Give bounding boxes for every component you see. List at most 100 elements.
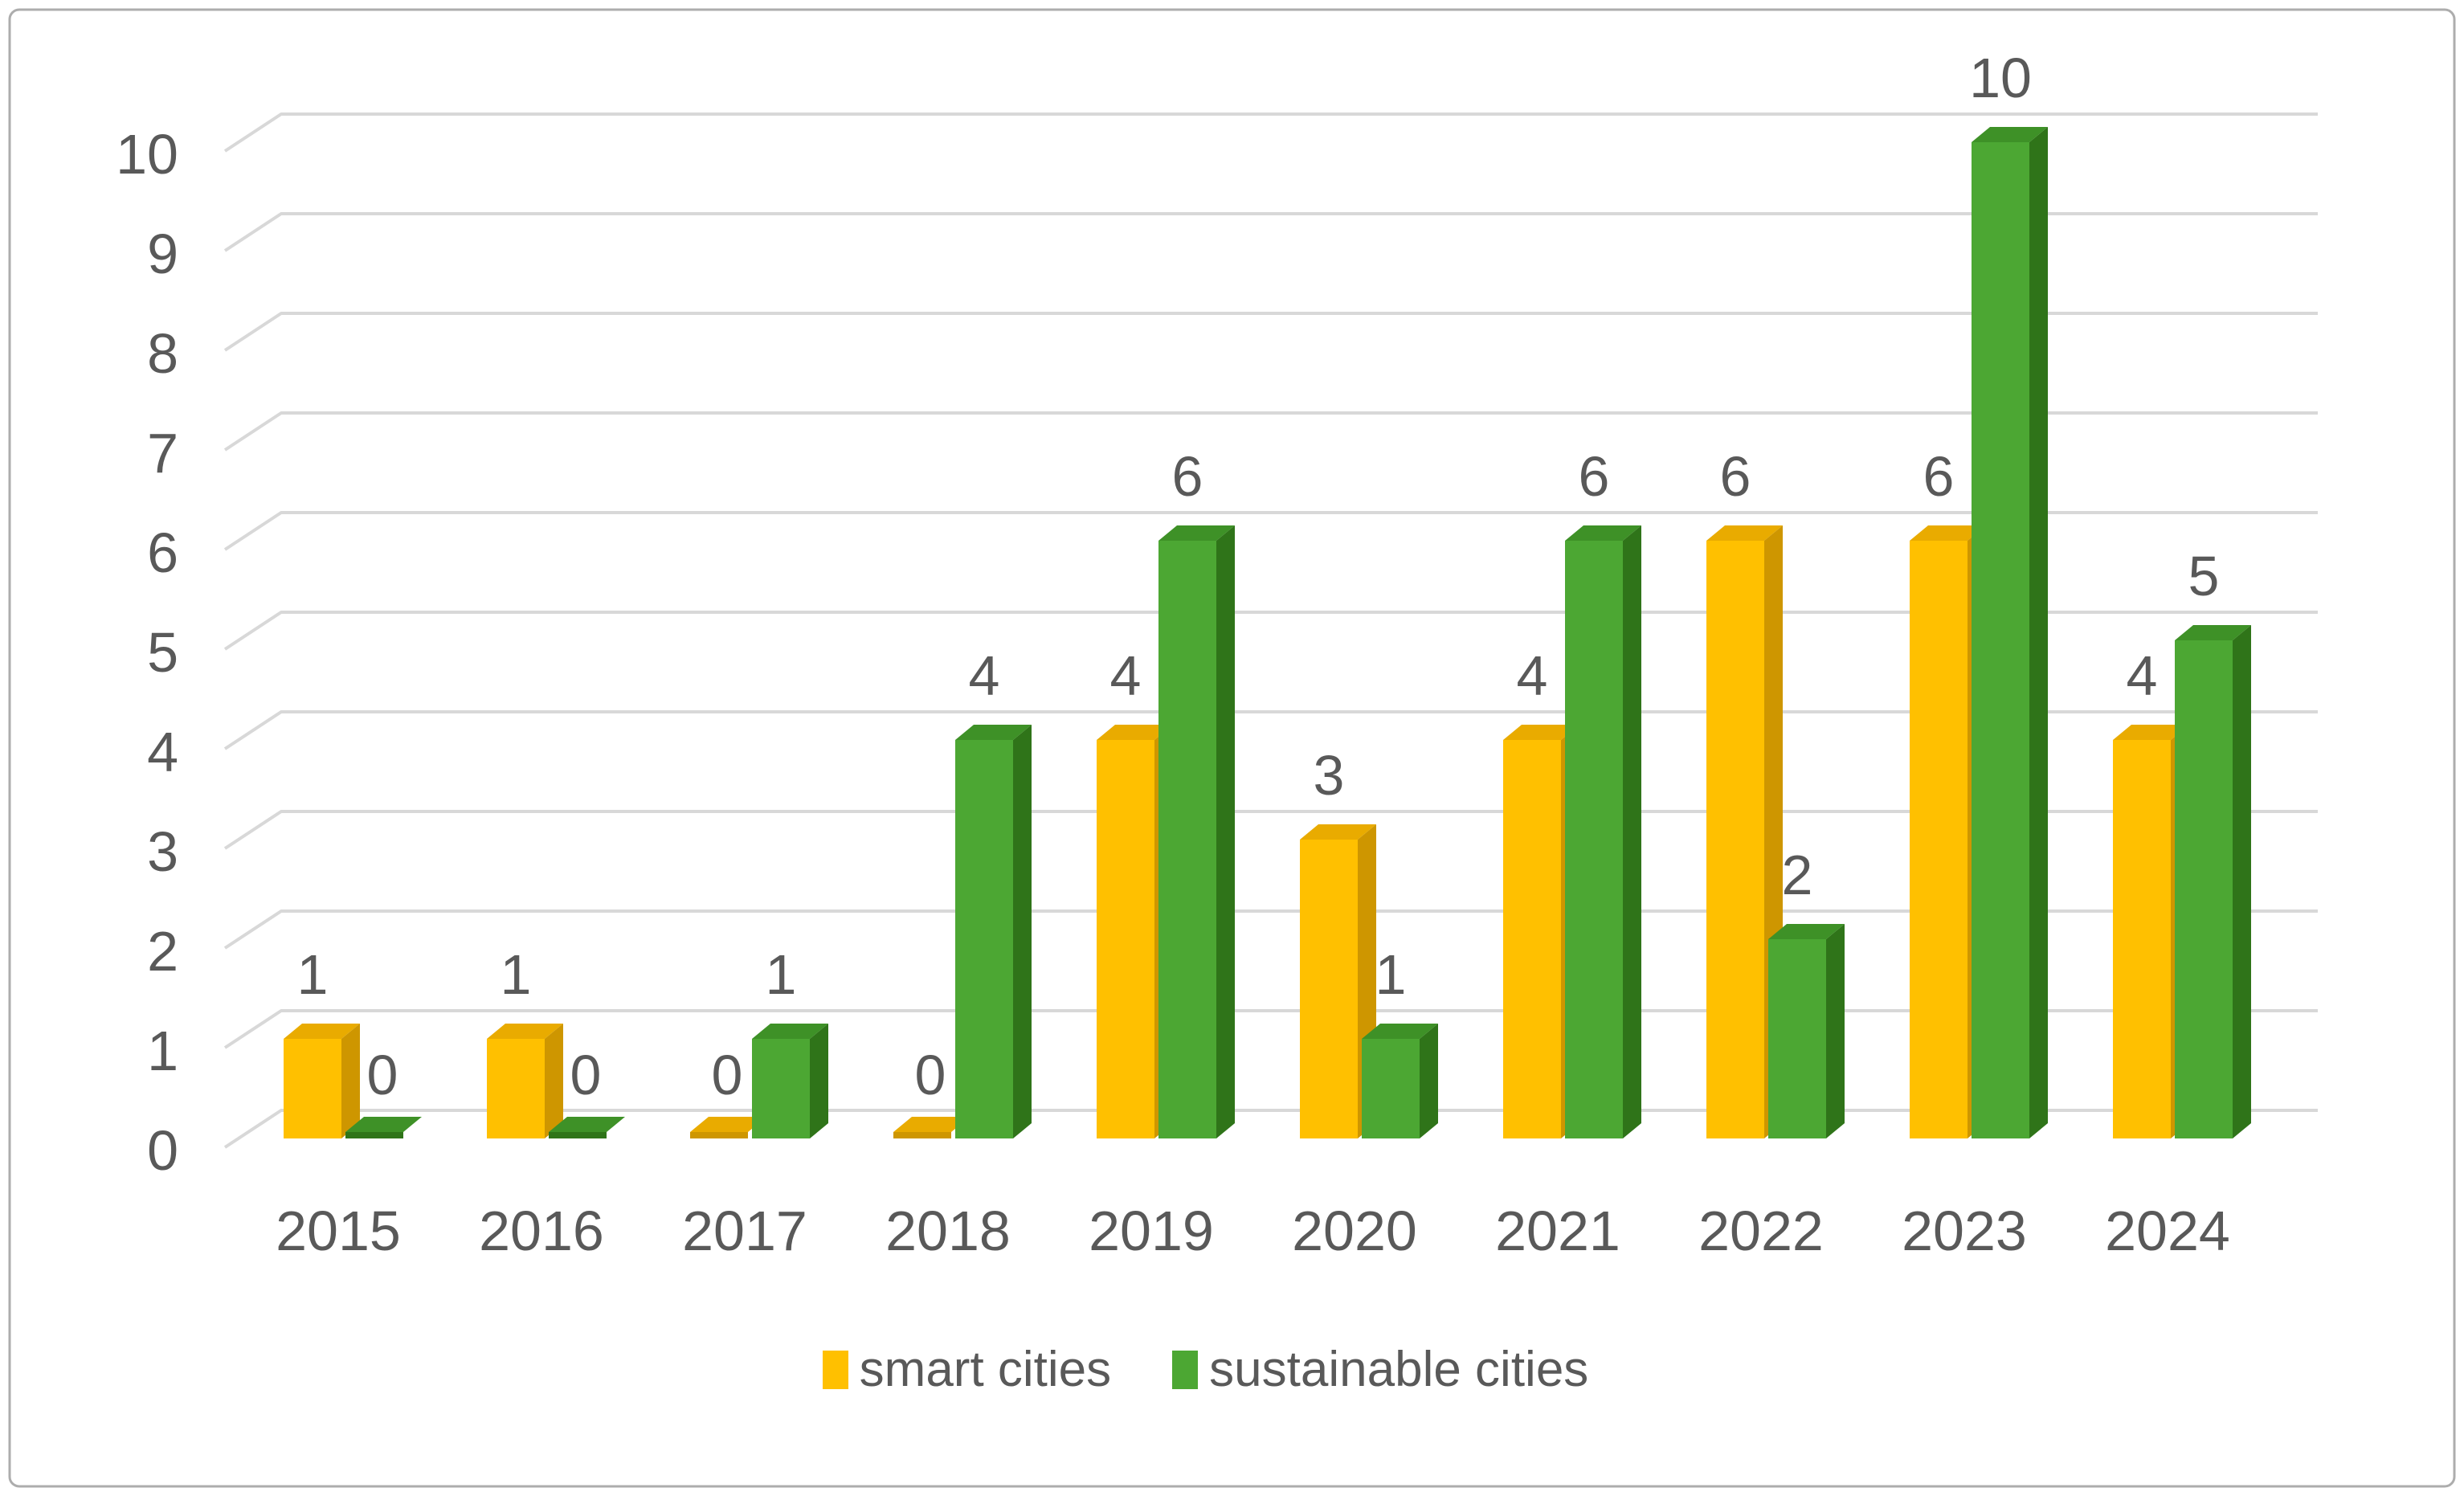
bar-side-face xyxy=(341,1024,360,1138)
bar-sustainable-cities-2017 xyxy=(752,1024,828,1138)
y-tick-label-3: 3 xyxy=(147,820,178,883)
bar-front-face xyxy=(1503,740,1561,1138)
bar-top-face xyxy=(1362,1024,1438,1039)
y-tick-label-6: 6 xyxy=(147,521,178,584)
bar-smart-cities-2022 xyxy=(1706,525,1783,1138)
bar-top-face xyxy=(1158,525,1235,541)
bar-smart-cities-2015 xyxy=(284,1024,360,1138)
x-axis-label-2020: 2020 xyxy=(1292,1200,1417,1262)
bar-side-face xyxy=(2029,127,2048,1138)
data-label-smart-cities-2023: 6 xyxy=(1923,445,1955,508)
bar-sustainable-cities-2023 xyxy=(1972,127,2048,1138)
y-tick-label-8: 8 xyxy=(147,322,178,385)
bar-sustainable-cities-2019 xyxy=(1158,525,1235,1138)
bar-zero-pad-front xyxy=(893,1132,951,1138)
labels-group: 0123456789101020151020160120170420184620… xyxy=(116,47,2230,1262)
bar-sustainable-cities-2015 xyxy=(345,1117,422,1138)
bar-top-face xyxy=(487,1024,563,1039)
bar-smart-cities-2018 xyxy=(893,1117,970,1138)
data-label-sustainable-cities-2022: 2 xyxy=(1782,844,1813,906)
bar-top-face xyxy=(1300,824,1376,840)
y-tick-label-4: 4 xyxy=(147,721,178,783)
legend-item-sustainable-cities: sustainable cities xyxy=(1172,1345,1588,1395)
bar-top-face xyxy=(752,1024,828,1039)
data-label-smart-cities-2022: 6 xyxy=(1720,445,1751,508)
bar-top-face xyxy=(1910,525,1986,541)
data-label-smart-cities-2021: 4 xyxy=(1517,644,1548,707)
bars-group xyxy=(284,127,2251,1138)
bar-top-face xyxy=(1097,725,1173,740)
x-axis-label-2019: 2019 xyxy=(1089,1200,1214,1262)
bar-zero-pad-top xyxy=(549,1117,625,1132)
x-axis-label-2022: 2022 xyxy=(1698,1200,1824,1262)
x-axis-label-2024: 2024 xyxy=(2105,1200,2230,1262)
bar-sustainable-cities-2021 xyxy=(1565,525,1641,1138)
y-tick-label-5: 5 xyxy=(147,621,178,684)
bar-side-face xyxy=(810,1024,828,1138)
bar-front-face xyxy=(1158,541,1216,1138)
data-label-sustainable-cities-2021: 6 xyxy=(1579,445,1610,508)
bar-sustainable-cities-2020 xyxy=(1362,1024,1438,1138)
legend-item-smart-cities: smart cities xyxy=(822,1342,1112,1397)
bar-side-face xyxy=(1013,725,1032,1138)
bar-zero-pad-front xyxy=(690,1132,748,1138)
bar-top-face xyxy=(955,725,1032,740)
bar-side-face xyxy=(1826,924,1845,1138)
bar-zero-pad-front xyxy=(345,1132,403,1138)
y-tick-label-10: 10 xyxy=(116,123,178,186)
bar-front-face xyxy=(1362,1039,1420,1138)
bar-front-face xyxy=(1565,541,1623,1138)
bar-sustainable-cities-2022 xyxy=(1768,924,1845,1138)
bar-front-face xyxy=(2113,740,2171,1138)
bar-front-face xyxy=(487,1039,545,1138)
data-label-smart-cities-2016: 1 xyxy=(501,943,532,1006)
data-label-sustainable-cities-2024: 5 xyxy=(2188,545,2220,607)
bar-front-face xyxy=(752,1039,810,1138)
y-tick-label-2: 2 xyxy=(147,920,178,983)
gridline-10 xyxy=(223,112,2318,153)
bar-top-face xyxy=(1565,525,1641,541)
bar-sustainable-cities-2016 xyxy=(549,1117,625,1138)
legend-label-smart-cities: smart cities xyxy=(859,1342,1112,1397)
data-label-sustainable-cities-2015: 0 xyxy=(367,1044,398,1106)
data-label-sustainable-cities-2017: 1 xyxy=(766,943,797,1006)
bar-smart-cities-2017 xyxy=(690,1117,766,1138)
bar-top-face xyxy=(2175,625,2251,640)
bar-front-face xyxy=(1972,142,2029,1138)
x-axis-label-2023: 2023 xyxy=(1902,1200,2027,1262)
data-label-smart-cities-2024: 4 xyxy=(2127,644,2158,707)
gridline-9 xyxy=(223,212,2318,252)
bar-side-face xyxy=(545,1024,563,1138)
bar-sustainable-cities-2024 xyxy=(2175,625,2251,1138)
data-label-sustainable-cities-2023: 10 xyxy=(1969,47,2032,109)
y-tick-label-0: 0 xyxy=(147,1119,178,1182)
data-label-sustainable-cities-2020: 1 xyxy=(1375,943,1407,1006)
bar-zero-pad-top xyxy=(690,1117,766,1132)
data-label-sustainable-cities-2019: 6 xyxy=(1172,445,1203,508)
data-label-smart-cities-2015: 1 xyxy=(297,943,329,1006)
bar-front-face xyxy=(1768,939,1826,1138)
y-tick-label-1: 1 xyxy=(147,1020,178,1082)
bar-side-face xyxy=(1420,1024,1438,1138)
data-label-smart-cities-2019: 4 xyxy=(1110,644,1142,707)
bar-front-face xyxy=(2175,640,2233,1138)
bar-top-face xyxy=(1768,924,1845,939)
bar-top-face xyxy=(1972,127,2048,142)
data-label-smart-cities-2020: 3 xyxy=(1314,744,1345,807)
bar-zero-pad-top xyxy=(893,1117,970,1132)
bar-top-face xyxy=(1706,525,1783,541)
gridline-8 xyxy=(223,312,2318,352)
bar-sustainable-cities-2018 xyxy=(955,725,1032,1138)
legend-swatch-sustainable-cities xyxy=(1172,1351,1199,1389)
data-label-sustainable-cities-2016: 0 xyxy=(570,1044,602,1106)
bar-front-face xyxy=(955,740,1013,1138)
data-label-smart-cities-2017: 0 xyxy=(712,1044,743,1106)
gridlines-group xyxy=(223,112,2318,1149)
x-axis-label-2021: 2021 xyxy=(1495,1200,1620,1262)
legend-label-sustainable-cities: sustainable cities xyxy=(1209,1342,1589,1397)
x-axis-label-2016: 2016 xyxy=(479,1200,604,1262)
x-axis-label-2018: 2018 xyxy=(885,1200,1011,1262)
data-label-smart-cities-2018: 0 xyxy=(915,1044,946,1106)
